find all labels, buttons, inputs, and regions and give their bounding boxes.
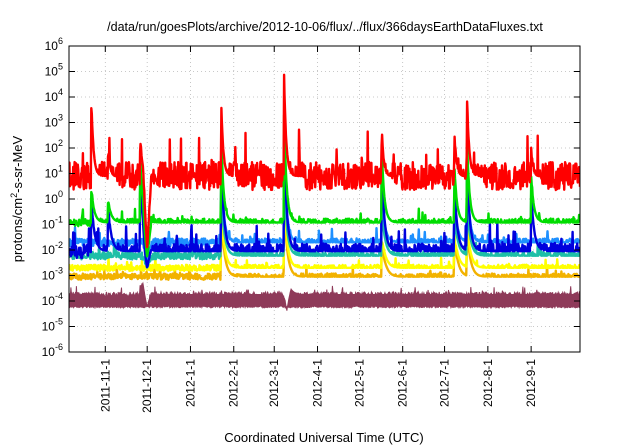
y-tick-label: 101 <box>45 164 63 181</box>
x-tick-label: 2011-12-1 <box>140 359 154 413</box>
x-tick-label: 2012-6-1 <box>396 359 410 407</box>
axes <box>68 45 581 353</box>
x-axis-label: Coordinated Universal Time (UTC) <box>224 430 423 445</box>
series-layer <box>69 73 580 311</box>
plot-frame <box>68 45 581 353</box>
y-tick-label: 103 <box>45 113 63 130</box>
flux-series-6 <box>69 113 580 258</box>
y-tick-labels: 10-6 10-5 10-4 10-3 10-2 10-1 100 101 102 103 104 1… <box>42 36 63 359</box>
flux-series-3 <box>69 172 580 269</box>
chart-title: /data/run/goesPlots/archive/2012-10-06/f… <box>107 20 543 34</box>
x-tick-label: 2012-2-1 <box>227 359 241 407</box>
y-tick-label: 10-3 <box>42 266 63 283</box>
x-tick-label: 2012-9-1 <box>524 359 538 407</box>
y-tick-label: 106 <box>45 36 63 53</box>
y-tick-label: 104 <box>45 87 63 104</box>
y-tick-label: 10-5 <box>42 317 63 334</box>
y-tick-label: 10-6 <box>42 342 63 359</box>
flux-series-5 <box>69 133 580 269</box>
x-tick-label: 2012-4-1 <box>311 359 325 407</box>
x-tick-label: 2012-5-1 <box>352 359 366 407</box>
x-tick-label: 2012-8-1 <box>481 359 495 407</box>
y-tick-label: 10-2 <box>42 240 63 257</box>
flux-series-4 <box>69 148 580 264</box>
x-tick-label: 2012-7-1 <box>438 359 452 407</box>
x-tick-label: 2012-3-1 <box>267 359 281 407</box>
flux-series-2 <box>69 193 580 273</box>
y-tick-label: 10-4 <box>42 291 63 308</box>
y-tick-label: 100 <box>45 189 63 206</box>
flux-series-0 <box>69 281 580 311</box>
x-tick-labels: 2011-11-1 2011-12-1 2012-1-1 2012-2-1 2012-3… <box>98 359 538 413</box>
y-axis-label: protons/cm2-s-sr-MeV <box>9 135 25 262</box>
x-tick-label: 2012-1-1 <box>183 359 197 407</box>
y-tick-label: 105 <box>45 62 63 79</box>
flux-series-1 <box>69 198 580 281</box>
y-tick-label: 102 <box>45 138 63 155</box>
y-tick-label: 10-1 <box>42 215 63 232</box>
x-tick-label: 2011-11-1 <box>98 359 112 412</box>
flux-series-7 <box>69 73 580 249</box>
